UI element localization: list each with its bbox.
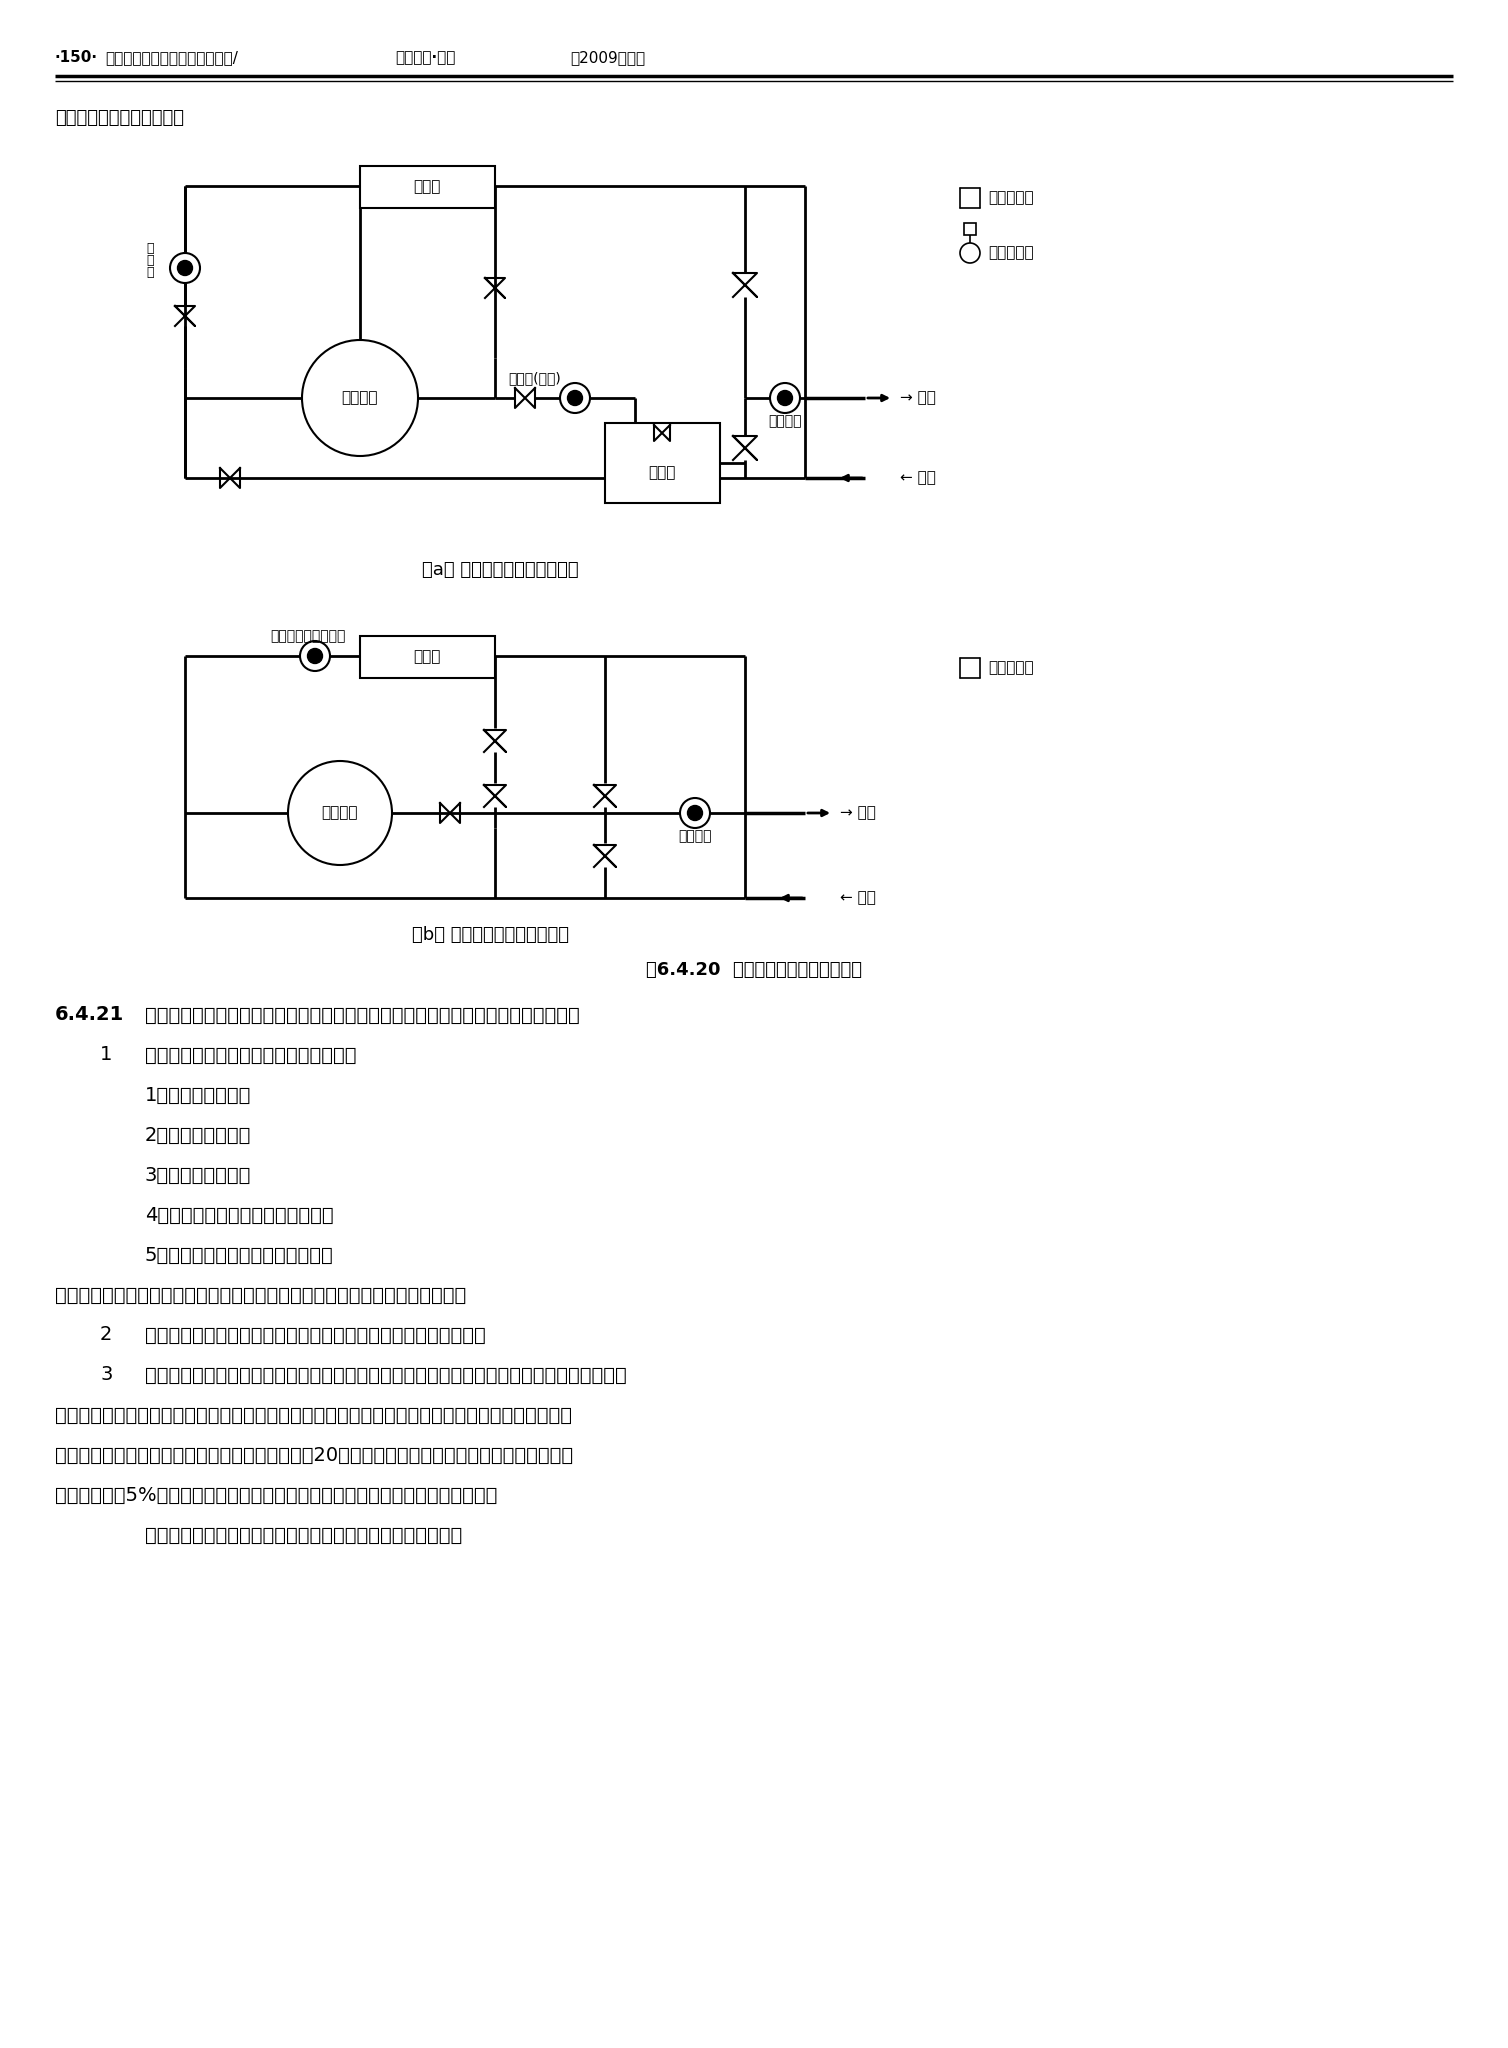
Text: 4）冷水机组供冷＋蓄冷水槽供冷；: 4）冷水机组供冷＋蓄冷水槽供冷；: [145, 1206, 333, 1225]
Circle shape: [178, 260, 193, 276]
Text: 冷: 冷: [146, 254, 154, 266]
Bar: [964, 223, 976, 236]
Text: 根据空调负荷的变化，完成制冷机和蓄冷装置间的供冷负荷分配。: 根据空调负荷的变化，完成制冷机和蓄冷装置间的供冷负荷分配。: [145, 1325, 486, 1343]
Text: 6.4.21: 6.4.21: [54, 1006, 124, 1024]
Text: 检测精度可达5%。传感器也可按高度方法布置，距离应根据检测的精度要求确定。: 检测精度可达5%。传感器也可按高度方法布置，距离应根据检测的精度要求确定。: [54, 1485, 498, 1505]
Circle shape: [308, 649, 323, 664]
Circle shape: [771, 383, 801, 414]
Text: 电动调节阀: 电动调节阀: [988, 246, 1033, 260]
Text: 水位传感器用于检测系统的容积，并在需要补水时发出信号。: 水位传感器用于检测系统的容积，并在需要补水时发出信号。: [145, 1526, 463, 1544]
Text: 制冷机: 制冷机: [413, 649, 440, 664]
Text: 调负荷，须另设基载主机。: 调负荷，须另设基载主机。: [54, 109, 184, 127]
Circle shape: [559, 383, 590, 414]
Text: 1: 1: [100, 1044, 113, 1065]
Text: ·150·: ·150·: [54, 51, 98, 66]
Text: 图6.4.20  并联方式水蓄冷系统示意图: 图6.4.20 并联方式水蓄冷系统示意图: [645, 961, 863, 979]
Circle shape: [680, 799, 710, 827]
Circle shape: [778, 391, 793, 406]
Text: ← 回水: ← 回水: [900, 471, 936, 485]
Text: 水蓄冷系统应能进行下列五种工作模式：: 水蓄冷系统应能进行下列五种工作模式：: [145, 1044, 356, 1065]
Text: 3: 3: [100, 1366, 113, 1384]
Text: → 供水: → 供水: [840, 805, 876, 821]
Circle shape: [300, 641, 330, 672]
Text: 电动开关阀: 电动开关阀: [988, 662, 1033, 676]
Text: 电动开关阀: 电动开关阀: [988, 190, 1033, 205]
Circle shape: [170, 254, 201, 283]
Text: （a） 蓄冷系统内有板式换热器: （a） 蓄冷系统内有板式换热器: [422, 561, 578, 580]
Text: 全国民用建筑工程设计技术措施/: 全国民用建筑工程设计技术措施/: [106, 51, 238, 66]
Bar: [961, 657, 980, 678]
Text: 释冷泵(变频): 释冷泵(变频): [508, 371, 561, 385]
Text: 自控装置必须满足以上工作模式的自动切换和相关设备的启停和阀门关等控制。: 自控装置必须满足以上工作模式的自动切换和相关设备的启停和阀门关等控制。: [54, 1286, 466, 1305]
Bar: [605, 424, 719, 504]
Text: 2）冷水机组供冷；: 2）冷水机组供冷；: [145, 1126, 252, 1145]
Text: 蓄冷水罐: 蓄冷水罐: [342, 391, 379, 406]
Text: 换热器: 换热器: [648, 465, 676, 481]
Text: 在水蓄冷控制系统中，采用的是标准温度传感器、压力传感器和流量计。在分层蓄冷槽中，用: 在水蓄冷控制系统中，采用的是标准温度传感器、压力传感器和流量计。在分层蓄冷槽中，…: [145, 1366, 627, 1384]
Circle shape: [302, 340, 418, 457]
Circle shape: [688, 805, 703, 821]
Text: 层的厚度。一般情况下，选用传感器的数量不少于20个，不管水的总深度为多少，它对蓄冷存量的: 层的厚度。一般情况下，选用传感器的数量不少于20个，不管水的总深度为多少，它对蓄…: [54, 1446, 573, 1464]
Text: 空调泵组: 空调泵组: [679, 829, 712, 844]
Text: 垂直排列的温度传感器或单独安装的传感器来检测冷水与温水的水位，以确定当时的蓄冷存量和斜温: 垂直排列的温度传感器或单独安装的传感器来检测冷水与温水的水位，以确定当时的蓄冷存…: [54, 1405, 572, 1425]
Text: 2: 2: [100, 1325, 113, 1343]
Text: 蓄: 蓄: [146, 242, 154, 254]
Text: 制冷机: 制冷机: [413, 180, 440, 195]
Text: 泵: 泵: [146, 266, 154, 279]
Circle shape: [567, 391, 582, 406]
Text: 暖通空调·动力: 暖通空调·动力: [395, 51, 455, 66]
Text: ← 回水: ← 回水: [840, 891, 876, 905]
Text: 蓄冷和空调一次水泵: 蓄冷和空调一次水泵: [270, 629, 345, 643]
Text: （b） 蓄冷系统内无板式换热器: （b） 蓄冷系统内无板式换热器: [412, 926, 569, 944]
Text: 5）冷水机组供冷＋蓄冷水槽蓄冷。: 5）冷水机组供冷＋蓄冷水槽蓄冷。: [145, 1245, 333, 1264]
Circle shape: [961, 244, 980, 262]
Text: （2009年版）: （2009年版）: [570, 51, 645, 66]
Bar: [360, 166, 495, 209]
Text: 水蓄冷系统的自控，应该具备常规空调系统所有的技术条件外，还应满足以下要求：: 水蓄冷系统的自控，应该具备常规空调系统所有的技术条件外，还应满足以下要求：: [145, 1006, 579, 1024]
Text: 1）蓄冷水槽蓄冷；: 1）蓄冷水槽蓄冷；: [145, 1085, 252, 1104]
Text: 3）蓄冷水槽供冷；: 3）蓄冷水槽供冷；: [145, 1165, 252, 1184]
Bar: [360, 637, 495, 678]
Text: 空调泵组: 空调泵组: [768, 414, 802, 428]
Text: 蓄冷水罐: 蓄冷水罐: [321, 805, 359, 821]
Circle shape: [288, 762, 392, 864]
Bar: [961, 188, 980, 209]
Text: → 供水: → 供水: [900, 391, 936, 406]
